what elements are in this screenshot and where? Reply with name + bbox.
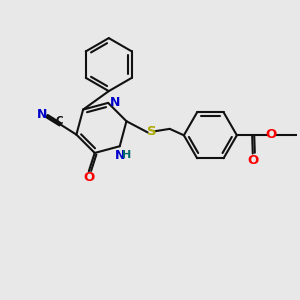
Text: O: O — [83, 171, 94, 184]
Text: O: O — [247, 154, 258, 166]
Text: S: S — [147, 125, 156, 138]
Text: N: N — [37, 108, 47, 121]
Text: N: N — [110, 96, 121, 110]
Text: N: N — [115, 148, 125, 162]
Text: C: C — [55, 116, 63, 126]
Text: H: H — [122, 150, 131, 160]
Text: O: O — [266, 128, 277, 141]
